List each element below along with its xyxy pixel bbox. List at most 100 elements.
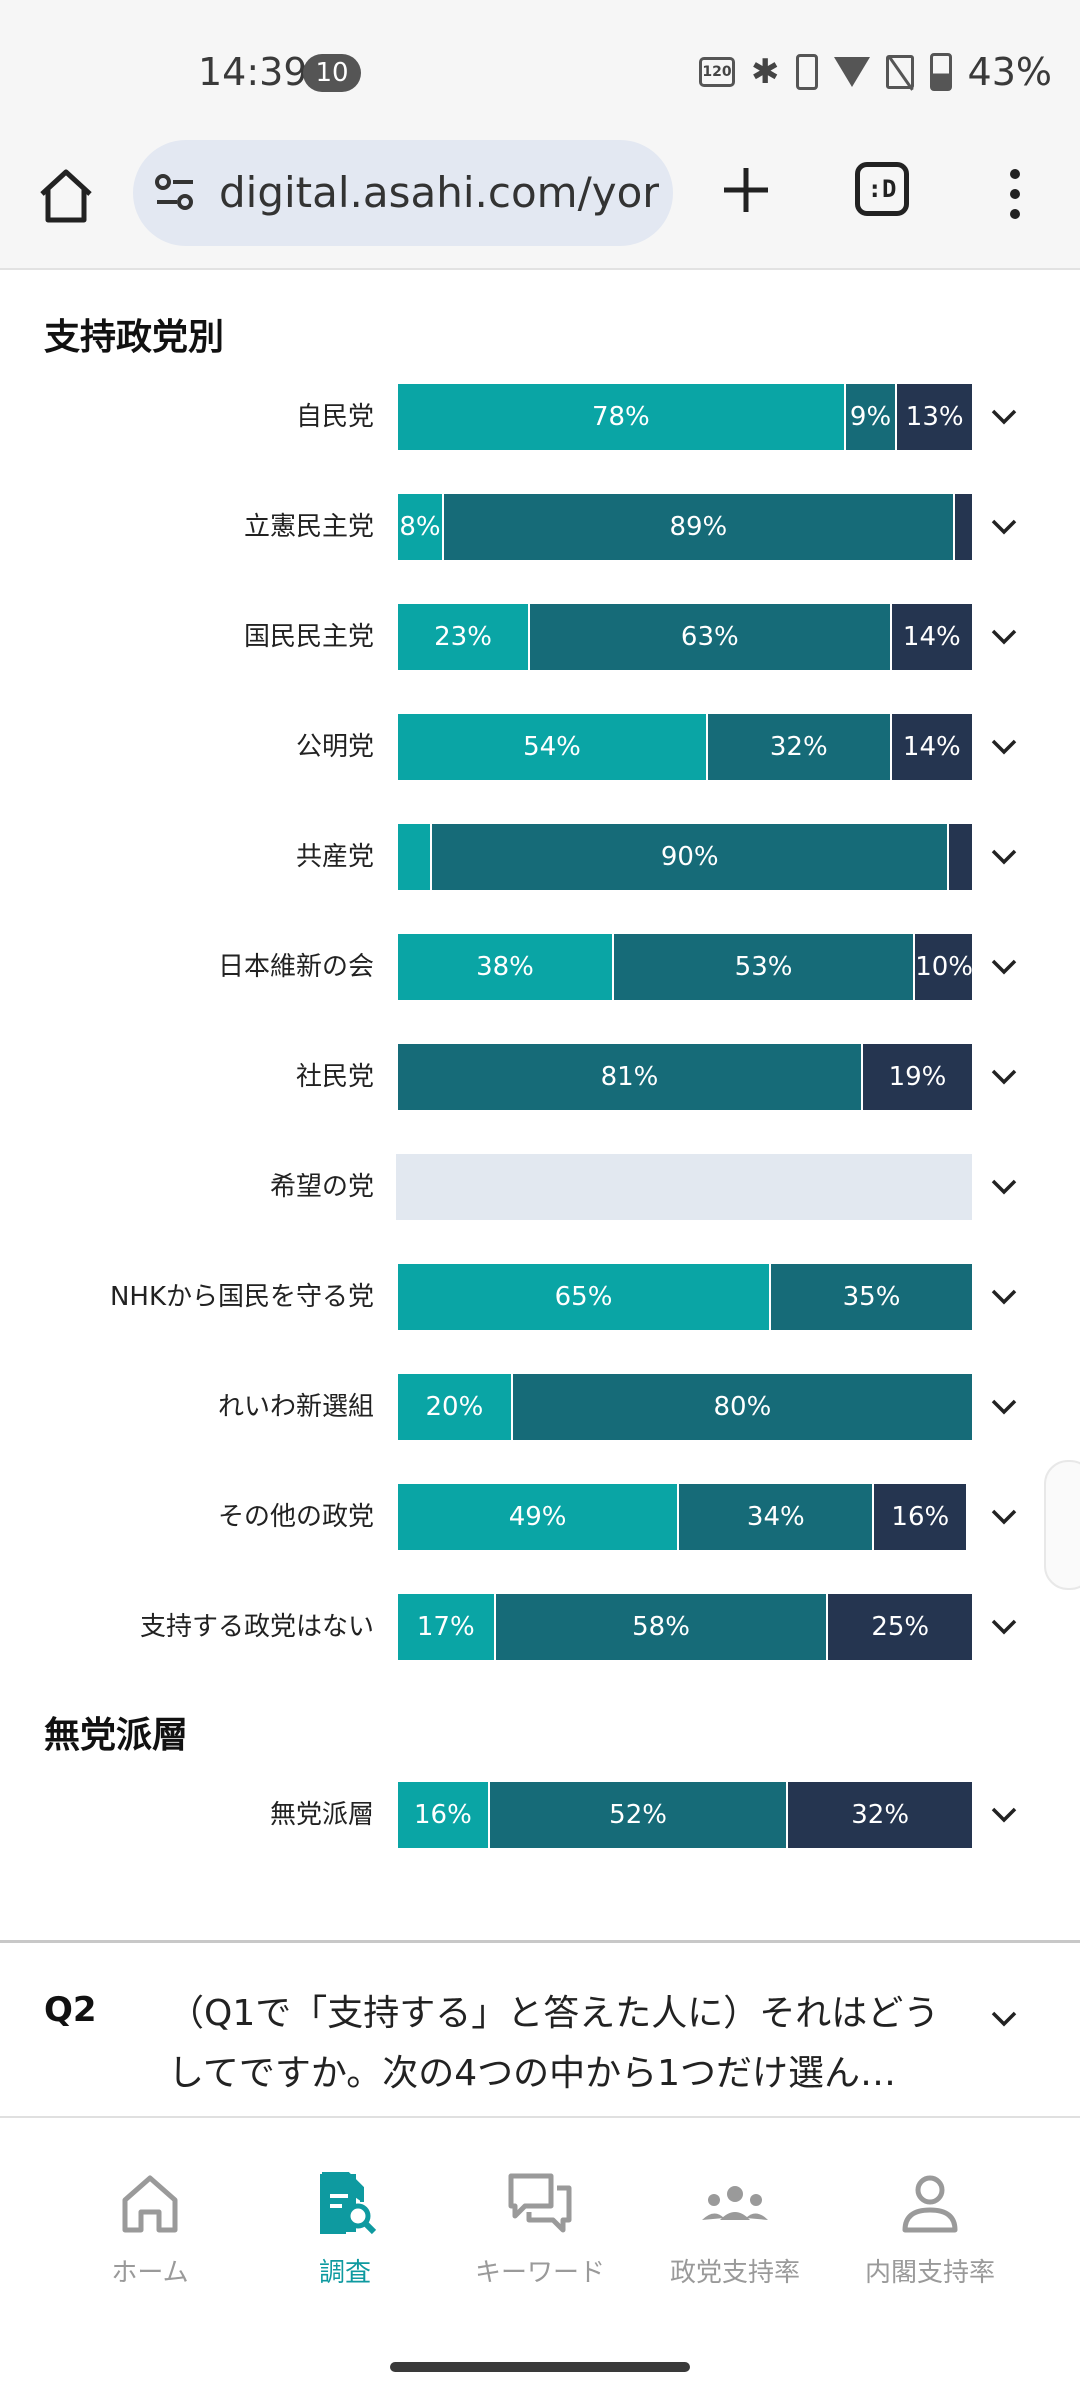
nav-home[interactable]: ホーム bbox=[60, 2168, 240, 2308]
chevron-down-icon[interactable] bbox=[990, 732, 1018, 760]
nav-label: 調査 bbox=[318, 2258, 371, 2288]
survey-search-icon bbox=[320, 2172, 377, 2235]
other-segment: 16% bbox=[874, 1484, 967, 1550]
support-segment: 23% bbox=[398, 604, 531, 670]
breakdown-row[interactable]: 無党派層 16% 52% 32% bbox=[0, 1782, 1080, 1848]
chevron-down-icon[interactable] bbox=[990, 1062, 1018, 1090]
site-settings-icon[interactable] bbox=[153, 170, 197, 214]
chevron-down-icon[interactable] bbox=[990, 1282, 1018, 1310]
support-segment: 78% bbox=[398, 384, 846, 450]
row-label: 希望の党 bbox=[269, 1172, 374, 1202]
other-segment: 10% bbox=[915, 934, 973, 1000]
question-text[interactable]: （Q1で「支持する」と答えた人に）それはどうしてですか。次の4つの中から1つだけ… bbox=[168, 1993, 940, 2094]
new-tab-plus-icon[interactable] bbox=[716, 160, 776, 220]
not-support-segment: 58% bbox=[495, 1594, 829, 1660]
other-segment bbox=[954, 494, 972, 560]
breakdown-row[interactable]: 社民党 81% 19% bbox=[0, 1044, 1080, 1110]
breakdown-row[interactable]: 国民民主党 23% 63% 14% bbox=[0, 604, 1080, 670]
not-support-segment: 52% bbox=[489, 1782, 789, 1848]
divider bbox=[0, 2116, 1080, 2118]
not-support-segment: 89% bbox=[443, 494, 955, 560]
chevron-down-icon[interactable] bbox=[990, 622, 1018, 650]
nav-party-support[interactable]: 政党支持率 bbox=[645, 2168, 825, 2308]
breakdown-row[interactable]: 公明党 54% 32% 14% bbox=[0, 714, 1080, 780]
edge-panel-handle[interactable] bbox=[1044, 1460, 1080, 1590]
not-support-segment: 32% bbox=[707, 714, 892, 780]
chevron-down-icon[interactable] bbox=[990, 1392, 1018, 1420]
other-segment: 19% bbox=[862, 1044, 972, 1110]
support-segment: 65% bbox=[398, 1264, 772, 1330]
group-icon bbox=[702, 2186, 768, 2220]
chevron-down-icon[interactable] bbox=[990, 402, 1018, 430]
not-support-segment: 80% bbox=[512, 1374, 972, 1440]
divider bbox=[0, 1940, 1080, 1943]
url-bar[interactable]: digital.asahi.com/yoro bbox=[133, 140, 673, 246]
chevron-down-icon[interactable] bbox=[990, 842, 1018, 870]
status-icons: 120 ✱ 43% bbox=[699, 50, 1052, 94]
browser-toolbar: digital.asahi.com/yoro :D bbox=[0, 140, 1080, 270]
nav-survey[interactable]: 調査 bbox=[255, 2168, 435, 2308]
row-label: れいわ新選組 bbox=[217, 1392, 374, 1422]
stacked-bar: 20% 80% bbox=[398, 1374, 972, 1440]
120hz-icon: 120 bbox=[699, 57, 736, 87]
support-segment: 54% bbox=[398, 714, 708, 780]
breakdown-row[interactable]: 立憲民主党 8% 89% bbox=[0, 494, 1080, 560]
stacked-bar: 17% 58% 25% bbox=[398, 1594, 972, 1660]
chevron-down-icon[interactable] bbox=[990, 952, 1018, 980]
stacked-bar: 90% bbox=[398, 824, 972, 890]
chevron-down-icon[interactable] bbox=[990, 2004, 1018, 2032]
breakdown-row[interactable]: NHKから国民を守る党 65% 35% bbox=[0, 1264, 1080, 1330]
other-segment: 32% bbox=[788, 1782, 972, 1848]
more-menu-icon[interactable] bbox=[1000, 164, 1030, 224]
tab-switcher-button[interactable]: :D bbox=[855, 162, 909, 216]
row-label: 立憲民主党 bbox=[243, 512, 374, 542]
row-label: 支持する政党はない bbox=[139, 1612, 374, 1642]
row-label: 共産党 bbox=[295, 842, 374, 872]
url-text[interactable]: digital.asahi.com/yoro bbox=[219, 168, 659, 217]
row-label: その他の政党 bbox=[217, 1502, 374, 1532]
no-sim-icon bbox=[885, 55, 914, 89]
bottom-navigation: ホーム 調査 キーワード 政党支持率 bbox=[0, 2118, 1080, 2400]
stacked-bar: 81% 19% bbox=[398, 1044, 972, 1110]
stacked-bar: 54% 32% 14% bbox=[398, 714, 972, 780]
nav-label: 内閣支持率 bbox=[864, 2258, 995, 2288]
nav-label: 政党支持率 bbox=[669, 2258, 800, 2288]
breakdown-row[interactable]: 支持する政党はない 17% 58% 25% bbox=[0, 1594, 1080, 1660]
question-number: Q2 bbox=[44, 1990, 97, 2030]
not-support-segment: 63% bbox=[530, 604, 892, 670]
section-title-party: 支持政党別 bbox=[44, 317, 225, 358]
nav-cabinet-support[interactable]: 内閣支持率 bbox=[840, 2168, 1020, 2308]
row-label: 無党派層 bbox=[269, 1800, 374, 1830]
home-icon[interactable] bbox=[38, 166, 94, 226]
not-support-segment: 81% bbox=[398, 1044, 863, 1110]
home-icon bbox=[122, 2175, 178, 2233]
wifi-icon bbox=[833, 57, 870, 87]
breakdown-row[interactable]: 希望の党 bbox=[0, 1154, 1080, 1220]
stacked-bar: 8% 89% bbox=[398, 494, 972, 560]
chevron-down-icon[interactable] bbox=[990, 1502, 1018, 1530]
other-segment: 25% bbox=[828, 1594, 972, 1660]
chevron-down-icon[interactable] bbox=[990, 512, 1018, 540]
other-segment: 14% bbox=[891, 604, 972, 670]
row-label: 日本維新の会 bbox=[217, 952, 374, 982]
chevron-down-icon[interactable] bbox=[990, 1172, 1018, 1200]
battery-percent: 43% bbox=[967, 50, 1052, 94]
breakdown-row[interactable]: 日本維新の会 38% 53% 10% bbox=[0, 934, 1080, 1000]
breakdown-row[interactable]: 共産党 90% bbox=[0, 824, 1080, 890]
stacked-bar: 38% 53% 10% bbox=[398, 934, 973, 1000]
nav-keyword[interactable]: キーワード bbox=[450, 2168, 630, 2308]
breakdown-row[interactable]: その他の政党 49% 34% 16% bbox=[0, 1484, 1080, 1550]
breakdown-row[interactable]: 自民党 78% 9% 13% bbox=[0, 384, 1080, 450]
support-segment: 20% bbox=[398, 1374, 513, 1440]
breakdown-row[interactable]: れいわ新選組 20% 80% bbox=[0, 1374, 1080, 1440]
support-segment: 38% bbox=[398, 934, 614, 1000]
battery-icon bbox=[929, 53, 952, 91]
support-segment: 49% bbox=[398, 1484, 680, 1550]
not-support-segment: 9% bbox=[845, 384, 898, 450]
not-support-segment: 90% bbox=[432, 824, 950, 890]
not-support-segment: 35% bbox=[771, 1264, 972, 1330]
chevron-down-icon[interactable] bbox=[990, 1800, 1018, 1828]
chevron-down-icon[interactable] bbox=[990, 1612, 1018, 1640]
stacked-bar: 16% 52% 32% bbox=[398, 1782, 972, 1848]
gesture-bar[interactable] bbox=[390, 2362, 690, 2372]
